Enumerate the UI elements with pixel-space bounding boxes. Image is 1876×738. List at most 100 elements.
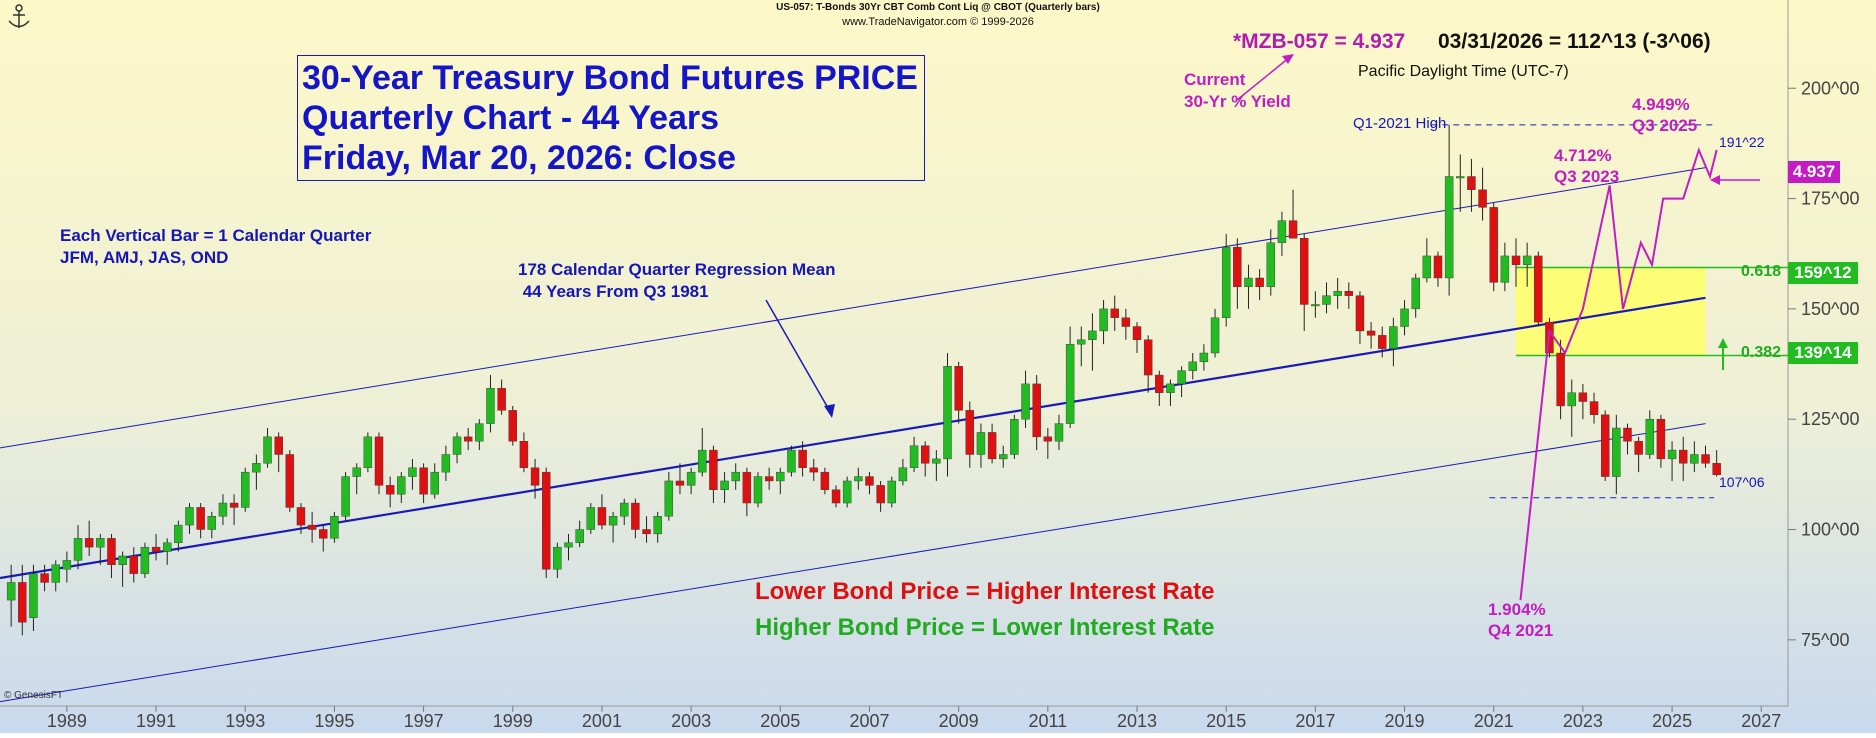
candle-up <box>1567 392 1576 407</box>
candle-up <box>1244 277 1253 288</box>
candle-down <box>463 436 473 442</box>
regression-upper-band <box>0 167 1706 449</box>
candle-down <box>508 410 517 442</box>
x-tick-label: 1999 <box>493 711 533 731</box>
x-tick-label: 1995 <box>314 711 354 731</box>
y-tick-label: 175^00 <box>1801 189 1860 209</box>
candle-down <box>1132 326 1142 340</box>
x-tick-label: 2007 <box>849 711 889 731</box>
candle-up <box>564 542 573 548</box>
candle-down <box>1478 189 1487 208</box>
candle-up <box>408 467 417 477</box>
candle-down <box>1634 441 1643 455</box>
candle-up <box>854 476 863 482</box>
candle-up <box>1333 291 1342 296</box>
x-tick-label: 2019 <box>1385 711 1425 731</box>
candle-down <box>541 471 551 570</box>
candle-up <box>452 436 462 455</box>
candle-down <box>809 467 818 473</box>
candle-up <box>185 507 194 526</box>
candle-down <box>374 436 384 486</box>
candle-up <box>51 564 60 583</box>
candle-up <box>653 516 662 535</box>
candle-up <box>776 471 785 482</box>
candle-up <box>731 471 740 482</box>
candle-up <box>29 573 38 618</box>
yield-quote: *MZB-057 = 4.937 <box>1233 30 1406 53</box>
candle-up <box>1177 370 1186 385</box>
yield-price-tag: 4.937 <box>1788 161 1840 183</box>
yield-series <box>1519 147 1718 601</box>
candle-down <box>1511 255 1521 265</box>
regression-pointer-arrowhead <box>824 404 835 418</box>
candle-up <box>397 476 406 495</box>
candle-down <box>1155 374 1164 393</box>
candle-down <box>285 454 295 508</box>
candle-up <box>1422 255 1432 279</box>
candle-down <box>1712 463 1721 475</box>
candlesticks <box>6 124 1721 636</box>
timezone-label: Pacific Daylight Time (UTC-7) <box>1358 63 1569 80</box>
x-tick-label: 2011 <box>1028 711 1067 731</box>
regression-mean-line <box>0 296 1706 580</box>
candle-down <box>1656 418 1666 460</box>
candle-up <box>586 507 596 530</box>
candle-down <box>742 471 752 504</box>
candle-up <box>909 445 919 468</box>
candle-up <box>1077 339 1086 345</box>
level-lines <box>1431 124 1714 499</box>
fib-box <box>1516 267 1706 356</box>
candle-down <box>1679 449 1688 464</box>
y-tick-label: 75^00 <box>1801 630 1850 650</box>
candle-up <box>1389 326 1398 349</box>
anchor-logo-icon <box>8 4 30 28</box>
x-tick-label: 2009 <box>939 711 979 731</box>
candle-down <box>1433 255 1443 279</box>
candle-down <box>1233 246 1242 288</box>
x-tick-label: 2015 <box>1206 711 1246 731</box>
candle-down <box>631 502 640 530</box>
candle-up <box>575 529 584 543</box>
x-tick-label: 1993 <box>225 711 265 731</box>
fib-382-label: 0.382 <box>1741 344 1782 361</box>
level-low-label: 107^06 <box>1719 474 1765 490</box>
candle-up <box>363 436 373 468</box>
header-line-2: www.TradeNavigator.com © 1999-2026 <box>842 16 1034 28</box>
candle-up <box>330 516 339 539</box>
candle-up <box>207 516 217 530</box>
candle-down <box>1032 383 1041 438</box>
candle-down <box>1143 339 1153 376</box>
lower-price-note: Lower Bond Price = Higher Interest Rate <box>755 578 1215 605</box>
candle-up <box>698 449 707 473</box>
x-tick-label: 2027 <box>1741 711 1781 731</box>
candle-up <box>686 471 696 486</box>
candle-up <box>608 516 618 526</box>
candle-up <box>430 471 439 495</box>
candle-down <box>1556 352 1565 407</box>
yield-q3-2023-period: Q3 2023 <box>1554 167 1620 186</box>
x-tick-label: 2025 <box>1652 711 1692 731</box>
candle-up <box>1010 418 1019 455</box>
level-high-label: 191^22 <box>1719 134 1765 150</box>
candle-down <box>84 538 94 548</box>
y-tick-label: 200^00 <box>1801 78 1860 98</box>
candle-up <box>1277 220 1287 243</box>
candle-up <box>140 546 150 574</box>
candle-up <box>1166 383 1175 393</box>
high-label: Q1-2021 High <box>1353 115 1447 132</box>
candle-up <box>1322 295 1331 305</box>
price-quote: 03/31/2026 = 112^13 (-3^06) <box>1438 30 1711 53</box>
x-tick-label: 2005 <box>760 711 800 731</box>
regression-lower-band <box>0 423 1706 703</box>
candle-up <box>887 480 896 504</box>
higher-price-note: Higher Bond Price = Lower Interest Rate <box>755 614 1215 641</box>
candle-up <box>932 458 941 464</box>
fib-618-price-tag: 159^12 <box>1788 262 1858 284</box>
candle-down <box>151 546 161 552</box>
y-tick-label: 100^00 <box>1801 520 1860 540</box>
candle-up <box>218 502 228 517</box>
candle-up <box>1021 383 1030 420</box>
x-tick-label: 1997 <box>404 711 444 731</box>
candle-down <box>675 480 685 486</box>
candle-down <box>319 529 328 539</box>
